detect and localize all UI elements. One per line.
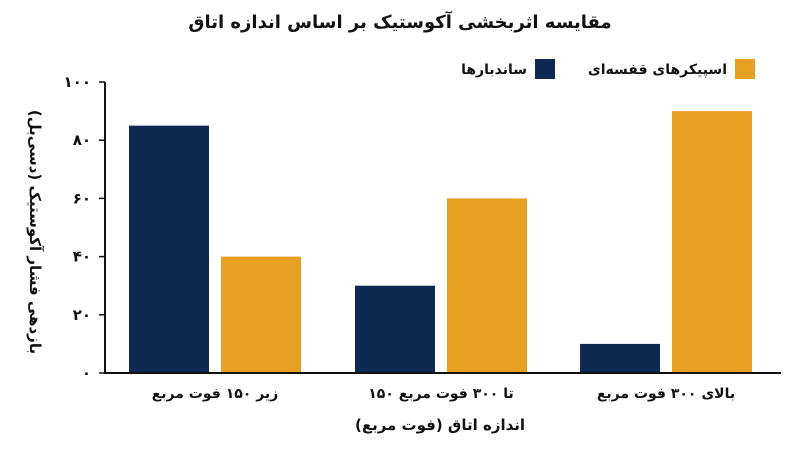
y-tick-label: ۶۰ <box>73 189 91 207</box>
x-axis-categories: زیر ۱۵۰ فوت مربع ۱۵۰ تا ۳۰۰ فوت مربع بالای… <box>152 386 735 402</box>
legend-swatch-bookshelf <box>735 59 755 79</box>
x-category-label: بالای ۳۰۰ فوت مربع <box>597 386 735 402</box>
legend-swatch-soundbar <box>535 59 555 79</box>
legend: اسپیکرهای قفسه‌ای ساندبارها <box>461 59 755 79</box>
bar-soundbar-1 <box>355 285 435 373</box>
bar-bookshelf-2 <box>672 111 752 373</box>
bar-soundbar-0 <box>129 125 209 374</box>
legend-label-soundbar: ساندبارها <box>461 62 527 78</box>
y-tick-label: ۲۰ <box>73 306 91 324</box>
chart-title: مقایسه اثربخشی آکوستیک بر اساس اندازه ات… <box>188 10 611 33</box>
x-axis-label: اندازه اتاق (فوت مربع) <box>355 416 525 434</box>
x-category-label: ۱۵۰ تا ۳۰۰ فوت مربع <box>368 386 514 402</box>
bar-soundbar-2 <box>580 343 660 373</box>
legend-label-bookshelf: اسپیکرهای قفسه‌ای <box>588 62 727 78</box>
x-category-label: زیر ۱۵۰ فوت مربع <box>152 386 279 402</box>
y-axis-ticks: ۰ ۲۰ ۴۰ ۶۰ ۸۰ ۱۰۰ <box>64 73 105 382</box>
y-tick-label: ۴۰ <box>73 248 91 266</box>
y-tick-label: ۸۰ <box>73 131 91 149</box>
bar-bookshelf-0 <box>221 256 301 373</box>
y-axis-label: بازدهی فشار آکوستیک (دسی‌بل) <box>26 110 44 354</box>
bar-bookshelf-1 <box>447 198 527 373</box>
y-tick-label: ۱۰۰ <box>64 73 91 91</box>
y-tick-label: ۰ <box>82 364 91 382</box>
bars <box>129 111 752 374</box>
